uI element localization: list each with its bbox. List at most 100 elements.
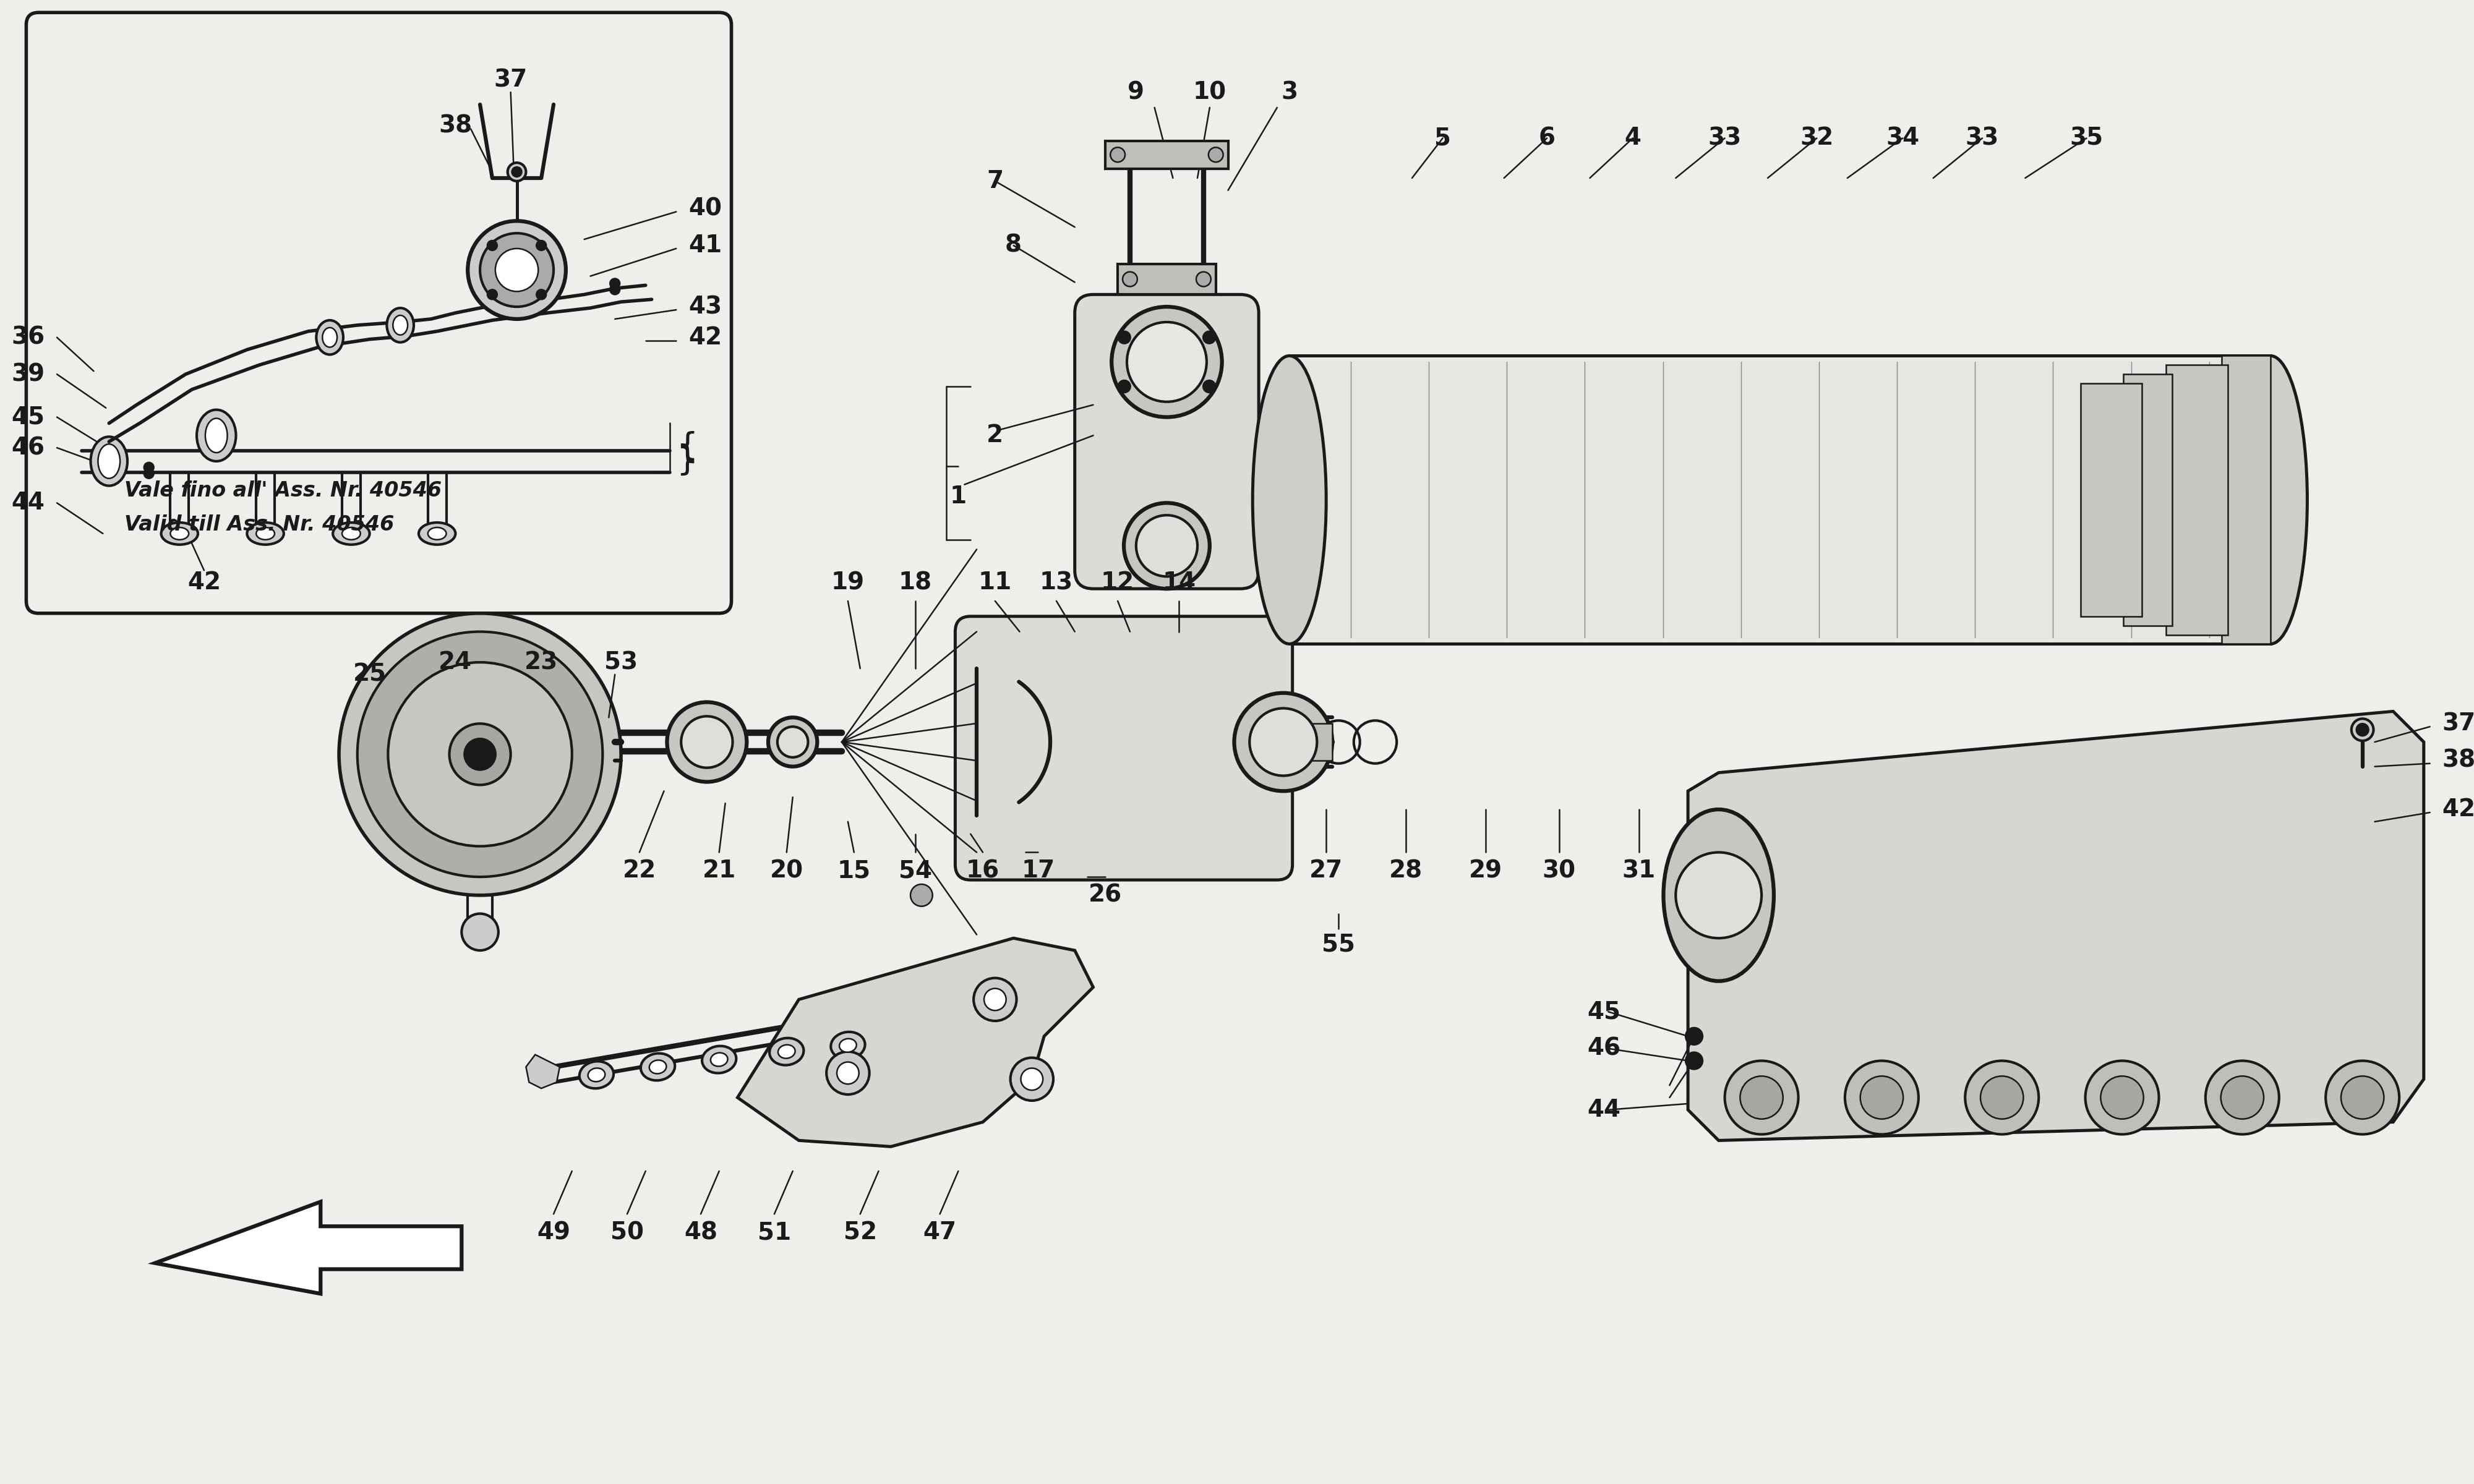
Circle shape [2350, 718, 2373, 741]
Text: 24: 24 [438, 650, 473, 674]
Text: 2: 2 [987, 424, 1004, 447]
Circle shape [1202, 380, 1215, 393]
Ellipse shape [769, 1037, 804, 1066]
Ellipse shape [317, 321, 344, 355]
Ellipse shape [428, 527, 445, 540]
Text: 3: 3 [1282, 80, 1299, 104]
Ellipse shape [1252, 356, 1326, 644]
Circle shape [2355, 724, 2368, 736]
Text: 11: 11 [977, 571, 1012, 595]
Text: 36: 36 [12, 325, 45, 349]
Circle shape [1249, 708, 1316, 776]
Ellipse shape [205, 418, 228, 453]
Text: Valid till Ass. Nr. 40546: Valid till Ass. Nr. 40546 [124, 513, 393, 534]
Ellipse shape [393, 315, 408, 335]
Text: 17: 17 [1022, 859, 1054, 883]
Circle shape [1009, 1058, 1054, 1101]
Bar [2123, 374, 2172, 626]
Circle shape [463, 914, 497, 950]
Text: 55: 55 [1321, 932, 1356, 956]
Text: 31: 31 [1623, 859, 1655, 883]
Circle shape [1964, 1061, 2039, 1134]
Ellipse shape [579, 1061, 614, 1088]
Circle shape [1197, 272, 1210, 286]
Ellipse shape [247, 522, 285, 545]
Ellipse shape [2234, 356, 2308, 644]
Text: {: { [675, 430, 698, 464]
Text: 7: 7 [987, 169, 1004, 193]
Circle shape [1685, 1027, 1702, 1045]
Text: 15: 15 [836, 859, 871, 883]
Bar [1284, 724, 1333, 760]
Ellipse shape [418, 522, 455, 545]
Ellipse shape [257, 527, 275, 540]
Circle shape [680, 717, 732, 767]
Text: 4: 4 [1625, 126, 1640, 150]
Text: 54: 54 [898, 859, 933, 883]
Text: 27: 27 [1309, 859, 1343, 883]
Bar [2222, 356, 2271, 644]
Circle shape [1724, 1061, 1799, 1134]
Bar [1289, 356, 2271, 644]
Text: 19: 19 [831, 571, 863, 595]
Polygon shape [156, 1202, 463, 1294]
Text: 44: 44 [1588, 1098, 1620, 1122]
Circle shape [388, 662, 571, 846]
Text: 37: 37 [2442, 712, 2474, 736]
Text: 28: 28 [1390, 859, 1423, 883]
FancyBboxPatch shape [955, 616, 1291, 880]
Ellipse shape [1663, 809, 1774, 981]
Polygon shape [1687, 711, 2425, 1141]
Text: 29: 29 [1470, 859, 1502, 883]
Text: 32: 32 [1801, 126, 1833, 150]
Text: 37: 37 [495, 68, 527, 92]
Text: 48: 48 [683, 1221, 717, 1244]
Circle shape [507, 163, 527, 181]
Circle shape [836, 1063, 858, 1085]
Ellipse shape [386, 309, 413, 343]
Text: }: } [675, 444, 698, 476]
Text: 47: 47 [923, 1221, 957, 1244]
Circle shape [450, 724, 510, 785]
Text: 41: 41 [688, 233, 722, 257]
Ellipse shape [495, 248, 539, 291]
Ellipse shape [839, 1039, 856, 1052]
Circle shape [1235, 693, 1333, 791]
Text: 25: 25 [354, 663, 386, 686]
Text: 14: 14 [1163, 571, 1195, 595]
Text: 10: 10 [1192, 80, 1227, 104]
Text: 26: 26 [1089, 883, 1123, 907]
Text: Vale fino all' Ass. Nr. 40546: Vale fino all' Ass. Nr. 40546 [124, 481, 443, 502]
Text: 23: 23 [524, 650, 559, 674]
FancyBboxPatch shape [27, 12, 732, 613]
Text: 20: 20 [769, 859, 804, 883]
Text: 42: 42 [688, 325, 722, 349]
Circle shape [777, 727, 809, 757]
Circle shape [1123, 272, 1138, 286]
Circle shape [1739, 1076, 1784, 1119]
Circle shape [143, 463, 153, 472]
Bar [2081, 383, 2142, 616]
Ellipse shape [468, 221, 567, 319]
Text: 45: 45 [12, 405, 45, 429]
Text: 46: 46 [12, 436, 45, 460]
Text: 5: 5 [1435, 126, 1452, 150]
Text: 33: 33 [1964, 126, 1999, 150]
Circle shape [339, 613, 621, 895]
Text: 43: 43 [688, 295, 722, 319]
Text: 12: 12 [1101, 571, 1136, 595]
Circle shape [537, 289, 547, 300]
Text: 33: 33 [1707, 126, 1742, 150]
Circle shape [1136, 515, 1197, 576]
Ellipse shape [480, 233, 554, 307]
Bar [1106, 141, 1227, 169]
Circle shape [826, 1052, 868, 1095]
Text: 9: 9 [1128, 80, 1145, 104]
Circle shape [2340, 1076, 2385, 1119]
FancyBboxPatch shape [1074, 294, 1259, 589]
Text: 18: 18 [898, 571, 933, 595]
Circle shape [1207, 147, 1222, 162]
Circle shape [1123, 503, 1210, 589]
Circle shape [2326, 1061, 2400, 1134]
Circle shape [356, 632, 604, 877]
